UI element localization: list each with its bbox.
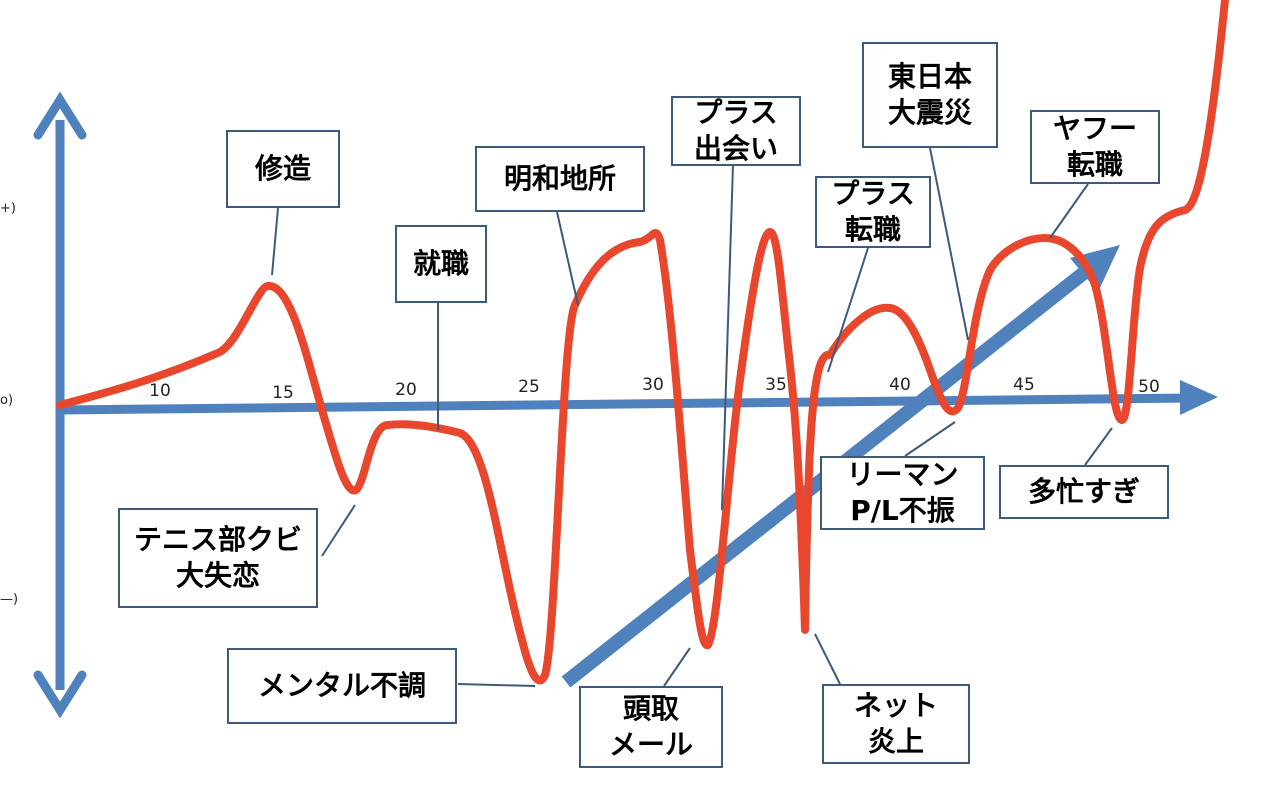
tick-label: 40 [889, 375, 911, 395]
vertical-axis-up-arrow [33, 91, 87, 140]
leader-lines [271, 147, 1113, 687]
life-curve [56, 0, 1229, 685]
tick-label: 10 [149, 381, 171, 401]
event-box-toudori: 頭取 メール [579, 686, 723, 768]
event-box-tabou: 多忙すぎ [999, 465, 1169, 519]
event-box-shuzo: 修造 [226, 130, 340, 208]
negative-label: —) [0, 592, 19, 607]
tick-label: 45 [1013, 375, 1035, 395]
event-box-meiwa: 明和地所 [475, 146, 645, 212]
tick-label: 25 [518, 377, 540, 397]
tick-label: 15 [272, 383, 294, 403]
event-box-enjo: ネット 炎上 [822, 684, 970, 764]
event-box-plus-tenshoku: プラス 転職 [815, 176, 931, 248]
zero-label: o) [0, 393, 14, 408]
event-box-shushoku: 就職 [395, 225, 487, 303]
event-box-plus-deai: プラス 出会い [671, 96, 801, 166]
vertical-axis-down-arrow [33, 670, 87, 719]
event-box-yahoo: ヤフー 転職 [1030, 110, 1160, 184]
event-box-lehman: リーマン P/L不振 [820, 456, 985, 530]
event-box-tennis: テニス部クビ 大失恋 [118, 508, 318, 608]
event-box-shinsai: 東日本 大震災 [862, 42, 998, 148]
tick-label: 20 [395, 380, 417, 400]
tick-label: 30 [642, 375, 664, 395]
horizontal-axis-arrow [1180, 380, 1218, 415]
tick-label: 35 [765, 375, 787, 395]
event-box-mental: メンタル不調 [227, 648, 457, 724]
horizontal-axis [59, 393, 1196, 415]
age-ticks: 10 15 20 25 30 35 40 45 50 [149, 375, 1160, 403]
tick-label: 50 [1138, 377, 1160, 397]
positive-label: +) [0, 201, 16, 216]
